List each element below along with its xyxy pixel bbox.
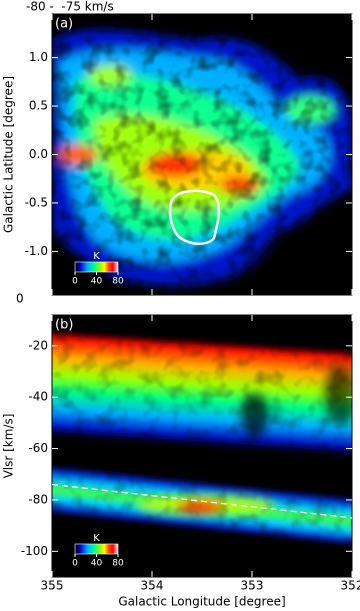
panel-label: (b) — [55, 318, 73, 333]
y-axis-label: Vlsr [km/s] — [2, 414, 16, 479]
y-tick-label: -1.0 — [25, 244, 48, 258]
map-b — [52, 315, 352, 577]
colorbar-tick-label: 0 — [72, 277, 78, 287]
colorbar — [74, 543, 119, 555]
x-tick-label: 355 — [41, 579, 64, 593]
y-tick-label: -60 — [28, 441, 48, 455]
y-tick-label: -40 — [28, 390, 48, 404]
colorbar-tick-label: 80 — [112, 277, 124, 287]
cloud-contour — [168, 189, 221, 245]
plot-frame — [51, 314, 353, 578]
colorbar-tick-label: 40 — [91, 277, 103, 287]
y-tick-label: 0.5 — [29, 99, 48, 113]
x-tick-label: 354 — [141, 579, 164, 593]
colorbar — [74, 261, 119, 273]
map-a — [52, 14, 352, 295]
colorbar-tick-label: 80 — [112, 559, 124, 569]
y-tick-label: 0.0 — [29, 147, 48, 161]
panel-label: (a) — [55, 17, 73, 32]
y-tick-label: -20 — [28, 338, 48, 352]
dashed-line — [51, 483, 353, 519]
y-axis-label: Galactic Latitude [degree] — [2, 76, 16, 233]
colorbar-label: K — [93, 251, 100, 262]
colorbar-label: K — [93, 533, 100, 544]
y-tick-label: -0.5 — [25, 195, 48, 209]
y-tick-label: 1.0 — [29, 50, 48, 64]
velocity-range-title: -80 - -75 km/s — [26, 0, 114, 14]
y-tick-label: -80 — [28, 492, 48, 506]
colorbar-tick-label: 40 — [91, 559, 103, 569]
x-axis-label: Galactic Longitude [degree] — [118, 595, 285, 609]
stray-tick-label: 0 — [16, 292, 24, 306]
y-tick-label: -100 — [21, 544, 48, 558]
x-tick-label: 353 — [241, 579, 264, 593]
x-tick-label: 352 — [341, 579, 360, 593]
colorbar-tick-label: 0 — [72, 559, 78, 569]
